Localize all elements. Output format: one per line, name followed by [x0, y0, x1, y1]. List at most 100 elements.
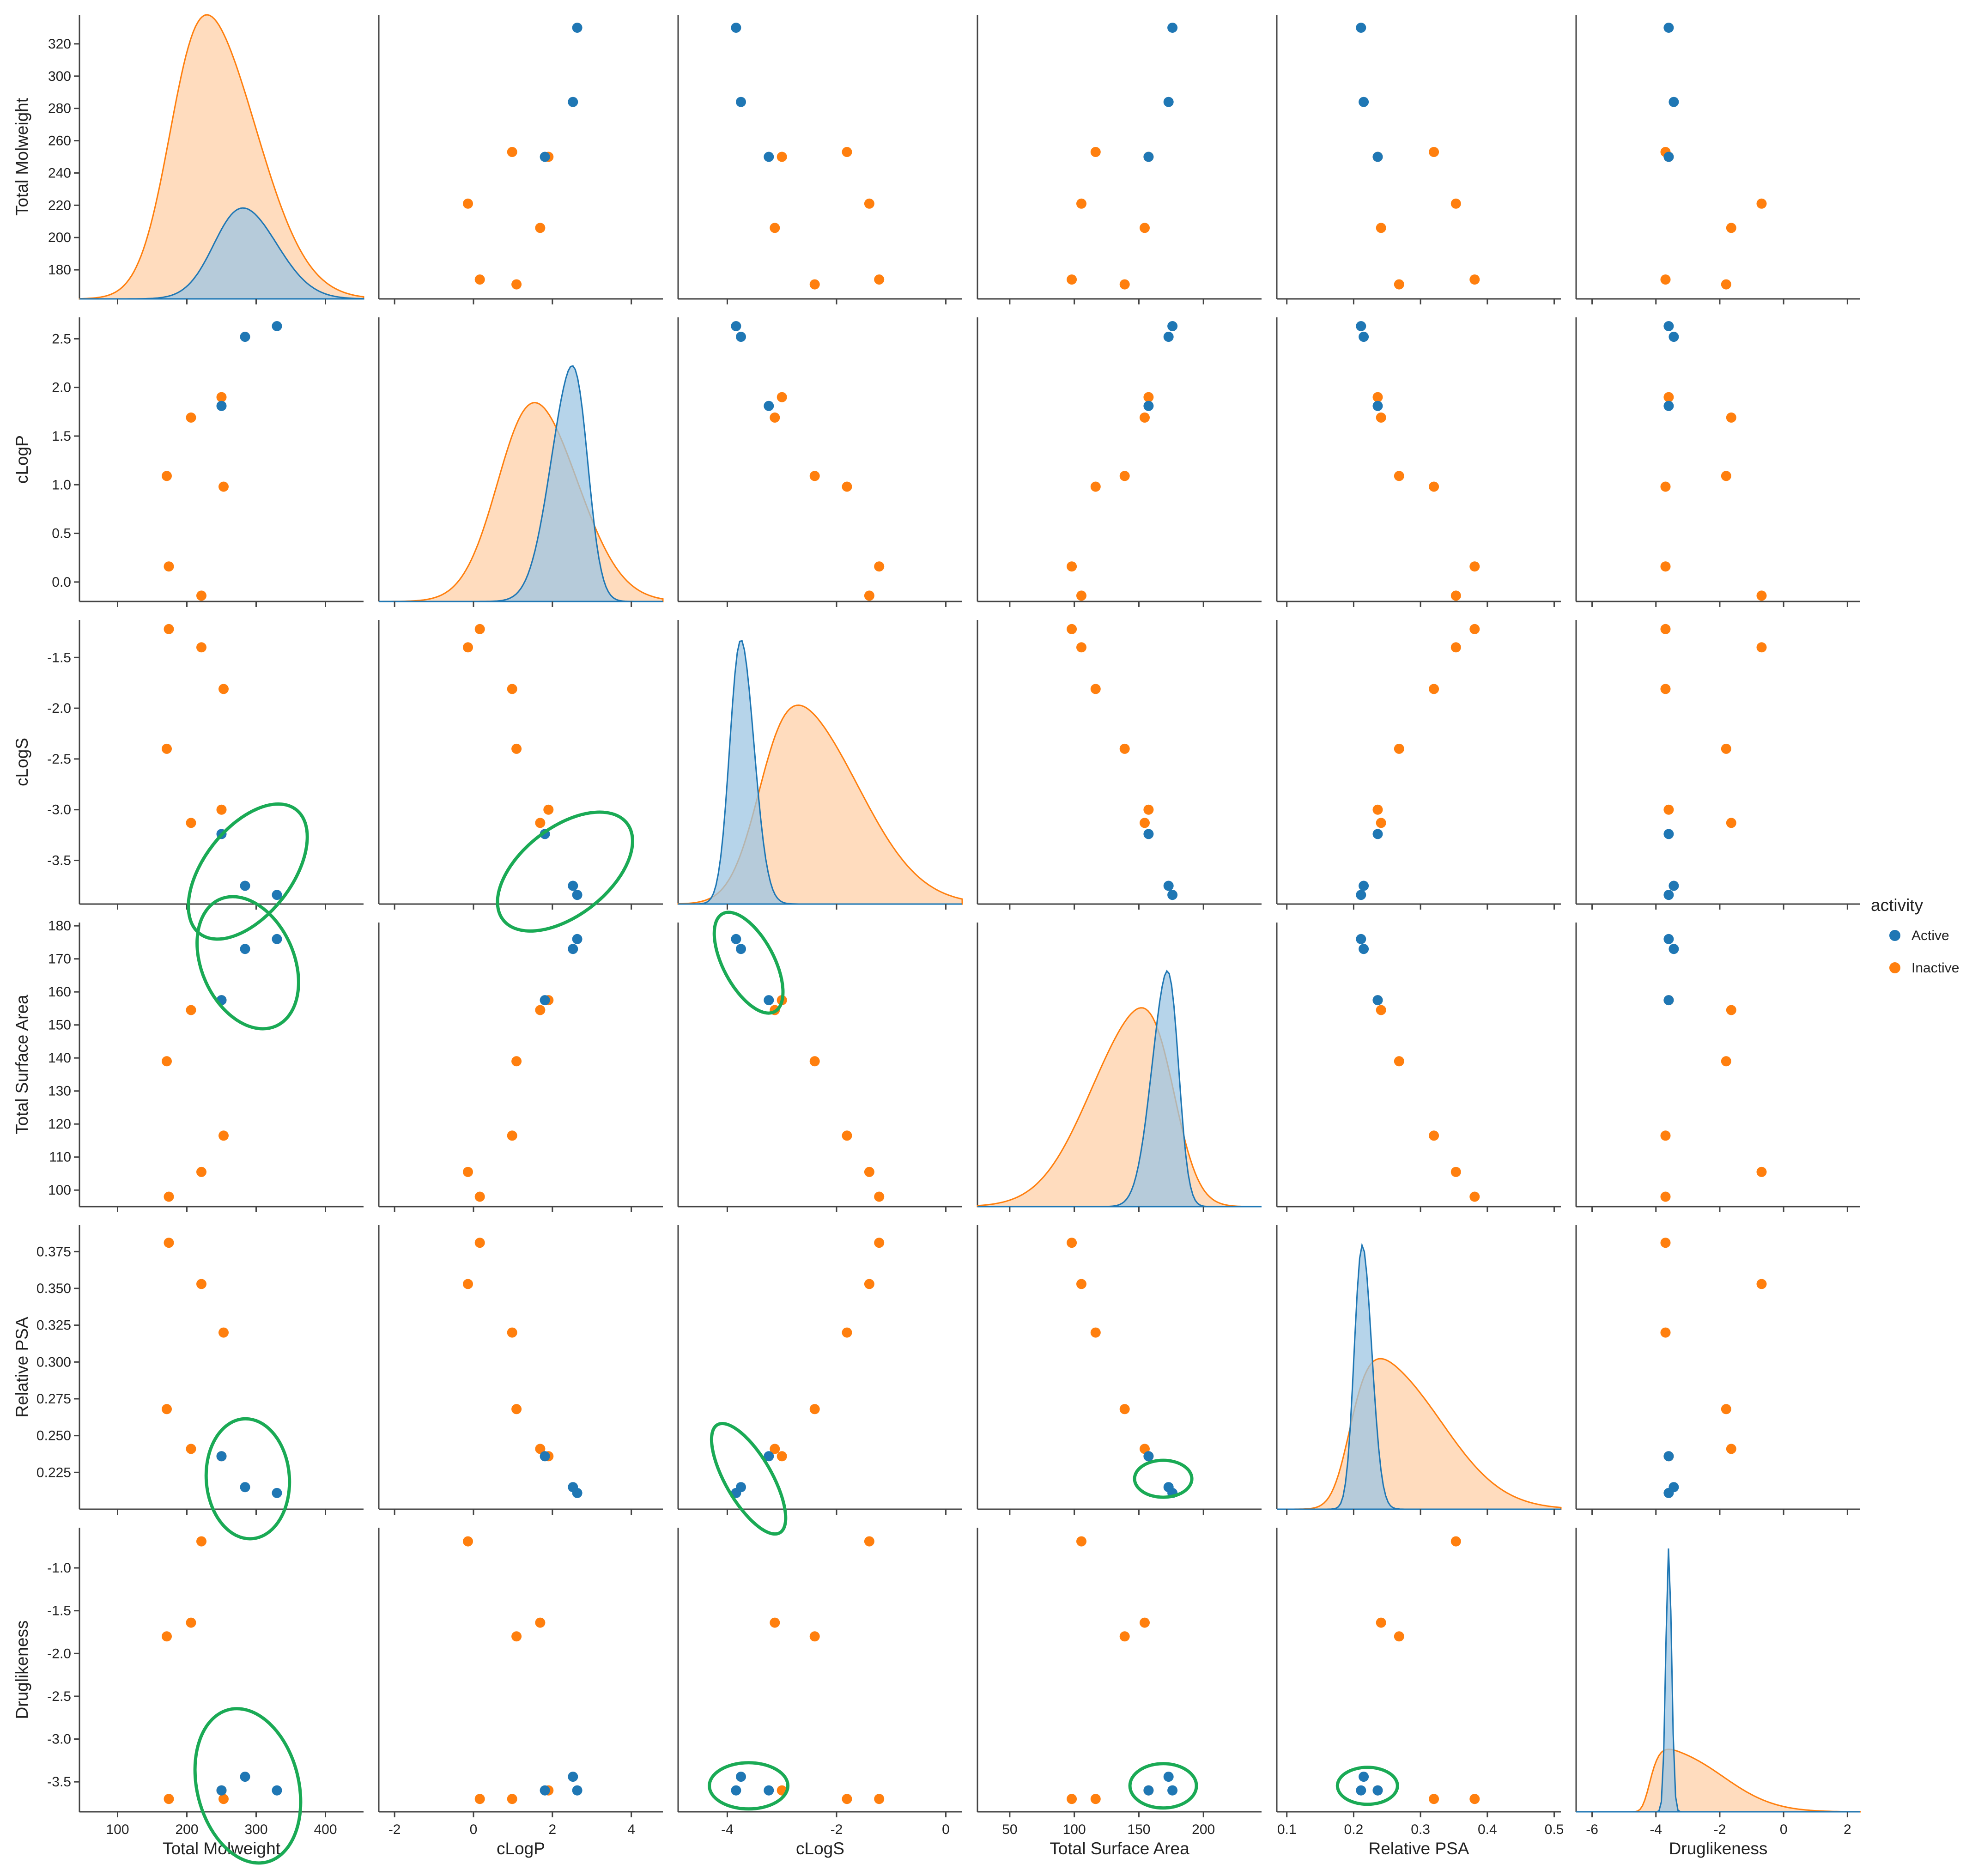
point-inactive-3 [196, 590, 206, 601]
density-active-clogs [678, 640, 962, 905]
density-active-total-surface-area [977, 970, 1262, 1208]
point-inactive-6 [162, 1404, 172, 1415]
point-active-1 [1356, 1785, 1366, 1796]
panel-clogp-vs-clogp [378, 317, 664, 607]
point-inactive-3 [463, 198, 473, 209]
point-inactive-5 [1067, 624, 1077, 634]
legend-marker-inactive [1889, 962, 1900, 973]
point-inactive-6 [1721, 743, 1731, 754]
point-active-2 [1163, 1482, 1174, 1493]
y-tick-label: 0.250 [36, 1428, 71, 1444]
point-inactive-6 [1394, 743, 1404, 754]
point-inactive-5 [1660, 1191, 1671, 1202]
point-inactive-3 [1076, 1536, 1086, 1547]
point-inactive-6 [809, 1404, 820, 1415]
point-inactive-4 [186, 818, 196, 828]
point-inactive-3 [463, 1166, 473, 1177]
point-inactive-5 [474, 624, 485, 634]
y-tick-label: -3.0 [47, 802, 71, 818]
point-active-3 [1663, 401, 1674, 411]
point-inactive-3 [1076, 198, 1086, 209]
panel-total-molweight-vs-relative-psa [1276, 15, 1561, 304]
point-inactive-6 [511, 279, 522, 290]
point-inactive-5 [1469, 561, 1480, 572]
point-inactive-1 [1090, 147, 1101, 157]
x-tick-label: 0.2 [1344, 1822, 1364, 1837]
point-inactive-1 [1090, 1794, 1101, 1804]
x-tick-label: 0 [1780, 1822, 1788, 1837]
point-active-3 [764, 1451, 774, 1462]
point-active-1 [572, 890, 582, 900]
point-inactive-5 [874, 1794, 885, 1804]
y-tick-label: 130 [48, 1084, 71, 1099]
point-inactive-3 [1756, 1279, 1767, 1289]
panel-clogp-vs-total-molweight: 0.0 0.5 1.0 1.5 2.0 2.5 cLogP [12, 317, 364, 607]
y-tick-label: -2.0 [47, 1646, 71, 1661]
x-axis-title-clogs: cLogS [796, 1839, 844, 1858]
point-active-3 [540, 152, 550, 162]
x-tick-label: 300 [244, 1822, 267, 1837]
point-active-1 [572, 1785, 582, 1796]
point-inactive-5 [474, 274, 485, 285]
point-inactive-6 [511, 1631, 522, 1642]
point-active-1 [1167, 321, 1178, 331]
point-inactive-2 [777, 1451, 787, 1462]
point-active-2 [240, 332, 250, 342]
y-tick-label: 320 [48, 36, 71, 52]
panel-clogp-vs-total-surface-area [977, 317, 1262, 607]
point-inactive-5 [1660, 1238, 1671, 1248]
point-active-2 [1163, 332, 1174, 342]
y-tick-label: -1.5 [47, 650, 71, 665]
highlight-ellipse [1133, 1458, 1194, 1499]
point-active-3 [764, 152, 774, 162]
y-tick-label: 260 [48, 134, 71, 149]
x-tick-label: 0.3 [1411, 1822, 1430, 1837]
x-tick-label: 2 [1844, 1822, 1851, 1837]
point-inactive-5 [474, 1191, 485, 1202]
point-inactive-6 [1721, 1056, 1731, 1067]
panel-total-molweight-vs-druglikeness [1575, 15, 1860, 304]
y-tick-label: 2.0 [52, 380, 71, 395]
point-inactive-1 [218, 481, 229, 492]
point-active-2 [736, 97, 746, 107]
point-inactive-1 [1090, 684, 1101, 694]
point-inactive-1 [218, 1327, 229, 1338]
highlight-ellipse [193, 1707, 303, 1865]
point-active-2 [1359, 944, 1369, 954]
point-active-2 [1669, 332, 1679, 342]
y-tick-label: 200 [48, 230, 71, 245]
x-tick-label: 0.1 [1277, 1822, 1297, 1837]
point-active-3 [764, 1785, 774, 1796]
panel-druglikeness-vs-relative-psa: 0.1 0.2 0.3 0.4 0.5 Relative PSA [1276, 1528, 1564, 1858]
point-inactive-3 [1450, 1166, 1461, 1177]
point-inactive-5 [1660, 624, 1671, 634]
point-active-3 [1143, 152, 1154, 162]
x-tick-label: -2 [388, 1822, 401, 1837]
point-inactive-2 [1372, 392, 1383, 402]
y-tick-label: 160 [48, 984, 71, 1000]
y-tick-label: 140 [48, 1050, 71, 1066]
point-inactive-3 [1756, 198, 1767, 209]
point-inactive-3 [1450, 642, 1461, 653]
y-tick-label: 0.5 [52, 526, 71, 541]
x-tick-label: 2 [548, 1822, 556, 1837]
point-active-1 [272, 1487, 282, 1498]
point-inactive-1 [842, 481, 852, 492]
point-inactive-5 [1469, 624, 1480, 634]
point-inactive-6 [162, 471, 172, 481]
point-active-1 [572, 934, 582, 944]
point-inactive-4 [770, 1444, 780, 1454]
highlight-ellipse [187, 802, 309, 941]
y-tick-label: 1.5 [52, 429, 71, 444]
x-tick-label: -4 [1650, 1822, 1662, 1837]
panel-clogs-vs-total-surface-area [977, 620, 1262, 910]
point-active-1 [272, 890, 282, 900]
density-active-clogp [379, 365, 663, 602]
point-inactive-6 [1721, 471, 1731, 481]
point-inactive-3 [1076, 642, 1086, 653]
point-active-3 [1143, 1785, 1154, 1796]
point-inactive-4 [1376, 818, 1386, 828]
point-active-3 [540, 995, 550, 1006]
panel-relative-psa-vs-total-surface-area [977, 1225, 1262, 1515]
point-inactive-5 [1469, 274, 1480, 285]
